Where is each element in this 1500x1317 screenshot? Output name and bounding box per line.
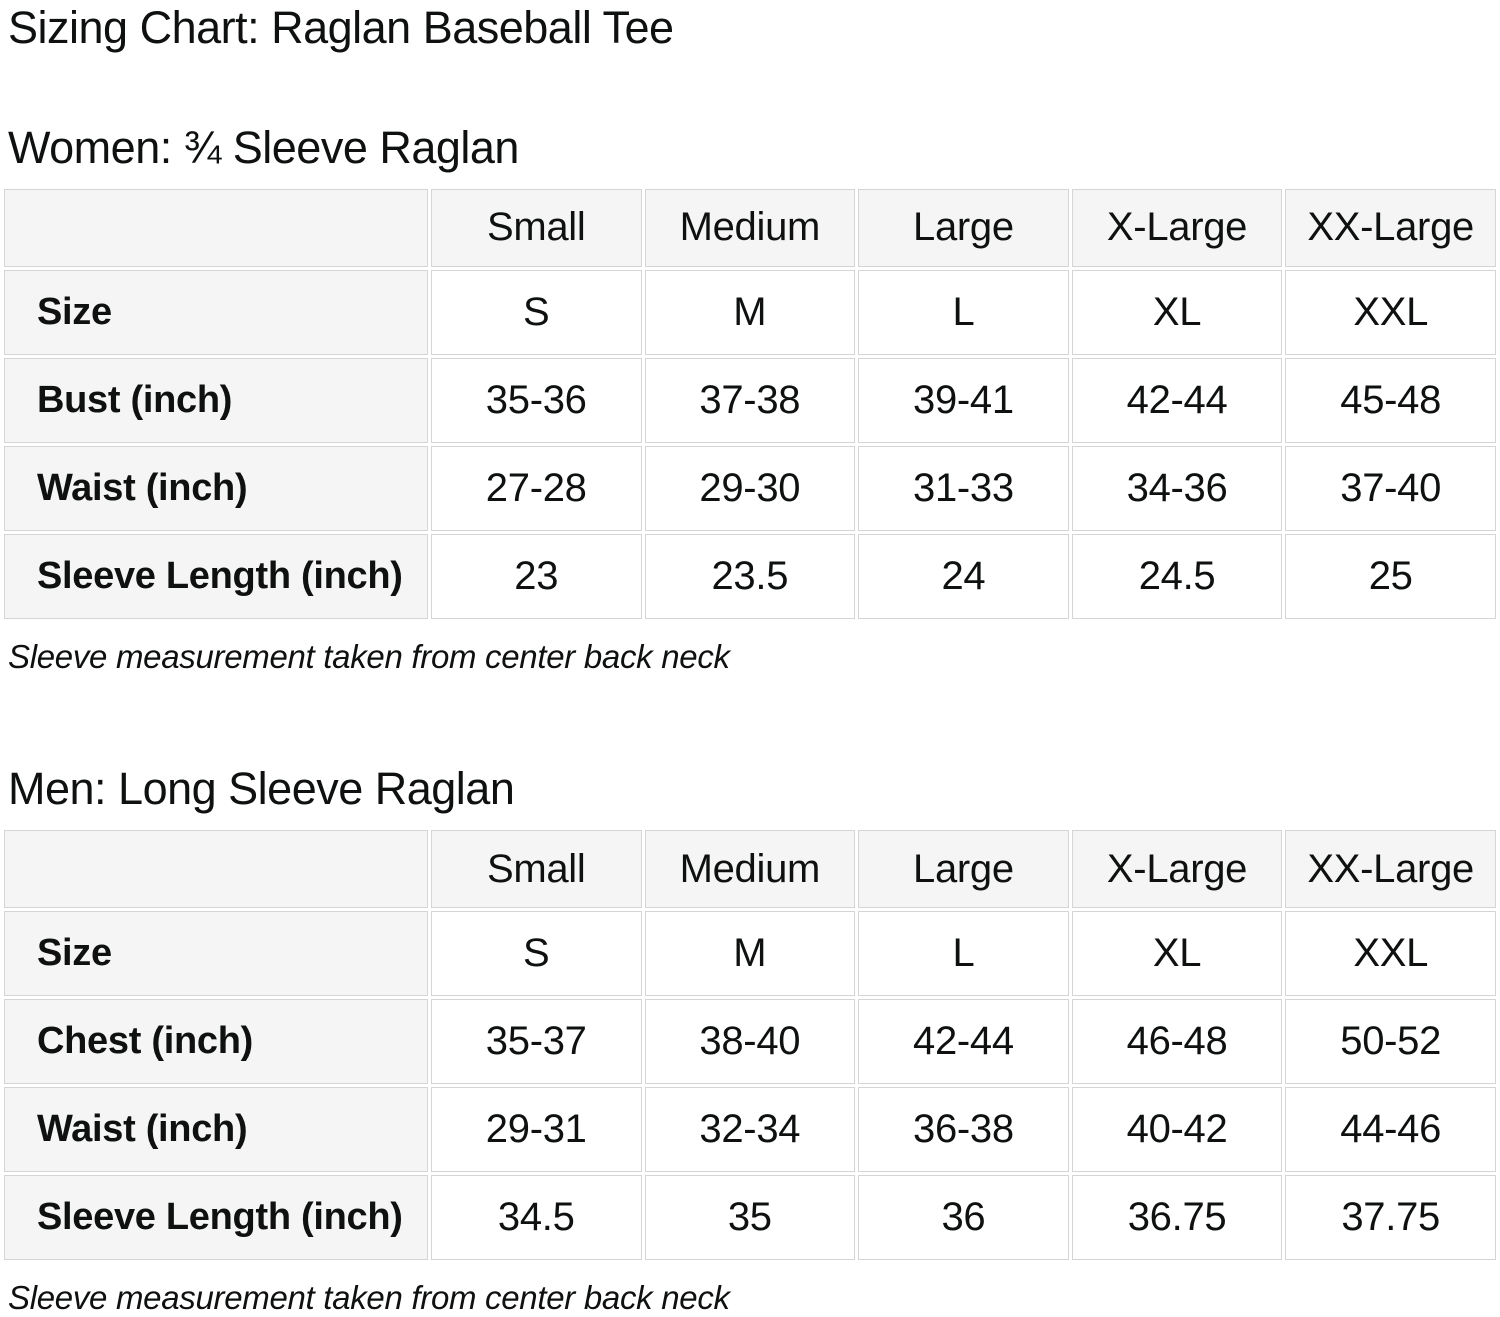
row-label: Bust (inch)	[4, 357, 428, 443]
corner-cell	[4, 188, 428, 267]
table-cell: 46-48	[1071, 999, 1283, 1085]
section-heading-men: Men: Long Sleeve Raglan	[8, 763, 515, 815]
table-cell: 24	[858, 533, 1069, 619]
column-header-xxlarge: XX-Large	[1285, 188, 1496, 267]
column-header-medium: Medium	[644, 188, 856, 267]
table-cell: 36.75	[1071, 1175, 1283, 1261]
table-row-sleeve-length: Sleeve Length (inch) 34.5 35 36 36.75 37…	[4, 1175, 1496, 1261]
section-women: Women: ¾ Sleeve Raglan Small Medium Larg…	[4, 121, 1496, 676]
table-cell: 34.5	[430, 1175, 642, 1261]
table-cell: 39-41	[858, 357, 1069, 443]
table-cell: 37.75	[1285, 1175, 1496, 1261]
column-header-large: Large	[858, 188, 1069, 267]
table-cell: 38-40	[644, 999, 856, 1085]
section-heading-women: Women: ¾ Sleeve Raglan	[8, 121, 519, 173]
table-cell: 44-46	[1285, 1087, 1496, 1173]
table-cell: 42-44	[1071, 357, 1283, 443]
table-cell: 35-36	[430, 357, 642, 443]
table-cell: 24.5	[1071, 533, 1283, 619]
women-header-row: Small Medium Large X-Large XX-Large	[4, 188, 1496, 267]
table-cell: 25	[1285, 533, 1496, 619]
table-cell: 37-40	[1285, 445, 1496, 531]
table-cell: M	[644, 269, 856, 355]
table-row-size: Size S M L XL XXL	[4, 911, 1496, 997]
table-cell: 35	[644, 1175, 856, 1261]
table-row-waist: Waist (inch) 29-31 32-34 36-38 40-42 44-…	[4, 1087, 1496, 1173]
table-cell: 31-33	[858, 445, 1069, 531]
table-cell: 23.5	[644, 533, 856, 619]
table-row-chest: Chest (inch) 35-37 38-40 42-44 46-48 50-…	[4, 999, 1496, 1085]
table-cell: 32-34	[644, 1087, 856, 1173]
table-cell: 37-38	[644, 357, 856, 443]
table-cell: XL	[1071, 911, 1283, 997]
column-header-xxlarge: XX-Large	[1285, 830, 1496, 909]
column-header-large: Large	[858, 830, 1069, 909]
table-cell: 23	[430, 533, 642, 619]
men-sizing-table: Small Medium Large X-Large XX-Large Size…	[1, 827, 1499, 1263]
table-cell: S	[430, 269, 642, 355]
column-header-small: Small	[430, 830, 642, 909]
row-label: Waist (inch)	[4, 1087, 428, 1173]
table-cell: XXL	[1285, 911, 1496, 997]
table-cell: 42-44	[858, 999, 1069, 1085]
table-cell: 36	[858, 1175, 1069, 1261]
men-header-row: Small Medium Large X-Large XX-Large	[4, 830, 1496, 909]
section-men: Men: Long Sleeve Raglan Small Medium Lar…	[4, 763, 1496, 1317]
page-title: Sizing Chart: Raglan Baseball Tee	[8, 2, 674, 53]
table-cell: S	[430, 911, 642, 997]
column-header-small: Small	[430, 188, 642, 267]
table-cell: L	[858, 269, 1069, 355]
sleeve-measurement-note: Sleeve measurement taken from center bac…	[8, 637, 730, 675]
table-row-bust: Bust (inch) 35-36 37-38 39-41 42-44 45-4…	[4, 357, 1496, 443]
column-header-xlarge: X-Large	[1071, 830, 1283, 909]
table-cell: 29-30	[644, 445, 856, 531]
table-cell: 40-42	[1071, 1087, 1283, 1173]
table-cell: 29-31	[430, 1087, 642, 1173]
table-cell: M	[644, 911, 856, 997]
table-cell: XXL	[1285, 269, 1496, 355]
row-label: Size	[4, 269, 428, 355]
table-cell: L	[858, 911, 1069, 997]
column-header-xlarge: X-Large	[1071, 188, 1283, 267]
table-row-waist: Waist (inch) 27-28 29-30 31-33 34-36 37-…	[4, 445, 1496, 531]
table-row-size: Size S M L XL XXL	[4, 269, 1496, 355]
row-label: Sleeve Length (inch)	[4, 533, 428, 619]
table-cell: 34-36	[1071, 445, 1283, 531]
row-label: Chest (inch)	[4, 999, 428, 1085]
table-cell: 50-52	[1285, 999, 1496, 1085]
row-label: Size	[4, 911, 428, 997]
table-cell: XL	[1071, 269, 1283, 355]
row-label: Sleeve Length (inch)	[4, 1175, 428, 1261]
table-cell: 27-28	[430, 445, 642, 531]
table-cell: 35-37	[430, 999, 642, 1085]
table-cell: 36-38	[858, 1087, 1069, 1173]
sleeve-measurement-note: Sleeve measurement taken from center bac…	[8, 1279, 730, 1317]
table-cell: 45-48	[1285, 357, 1496, 443]
table-row-sleeve-length: Sleeve Length (inch) 23 23.5 24 24.5 25	[4, 533, 1496, 619]
corner-cell	[4, 830, 428, 909]
women-sizing-table: Small Medium Large X-Large XX-Large Size…	[1, 186, 1499, 622]
row-label: Waist (inch)	[4, 445, 428, 531]
column-header-medium: Medium	[644, 830, 856, 909]
